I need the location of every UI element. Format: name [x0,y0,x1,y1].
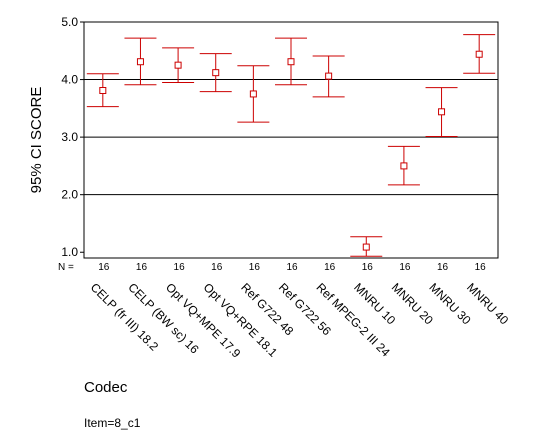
n-count-9: 16 [399,262,411,273]
mean-marker-6 [287,58,295,66]
n-count-5: 16 [249,262,261,273]
n-count-10: 16 [437,262,449,273]
series-error-bars [86,34,496,257]
mean-marker-7 [325,72,333,80]
n-row-label: N = [58,262,74,273]
mean-marker-11 [475,50,483,58]
n-count-8: 16 [362,262,374,273]
y-tick-label: 3.0 [61,130,78,144]
category-label-1: CELP (fr III) 18.2 [88,280,162,354]
mean-marker-4 [212,69,220,77]
gridlines [84,79,498,196]
n-count-7: 16 [324,262,336,273]
mean-marker-2 [136,58,144,66]
plot-frame [83,21,499,259]
n-count-6: 16 [286,262,298,273]
mean-marker-5 [249,90,257,98]
x-axis-title: Codec [84,379,128,396]
n-count-4: 16 [211,262,223,273]
footer-item-label: Item=8_c1 [84,416,141,430]
mean-marker-3 [174,61,182,69]
y-axis-title: 95% CI SCORE [28,87,45,194]
category-label-11: MNRU 40 [464,280,511,327]
n-count-2: 16 [136,262,148,273]
y-axis-ticks: 1.0 2.0 3.0 4.0 5.0 [61,15,84,259]
n-count-1: 16 [98,262,110,273]
mean-marker-9 [400,162,408,170]
y-tick-label: 1.0 [61,245,78,259]
n-row: N = 16 16 16 16 16 16 16 16 16 16 16 [58,262,486,273]
mean-marker-1 [99,86,107,94]
mean-marker-8 [362,243,370,251]
y-tick-label: 4.0 [61,73,78,87]
n-count-11: 16 [475,262,487,273]
mean-marker-10 [438,108,446,116]
n-count-3: 16 [174,262,186,273]
y-tick-label: 5.0 [61,15,78,29]
y-tick-label: 2.0 [61,188,78,202]
